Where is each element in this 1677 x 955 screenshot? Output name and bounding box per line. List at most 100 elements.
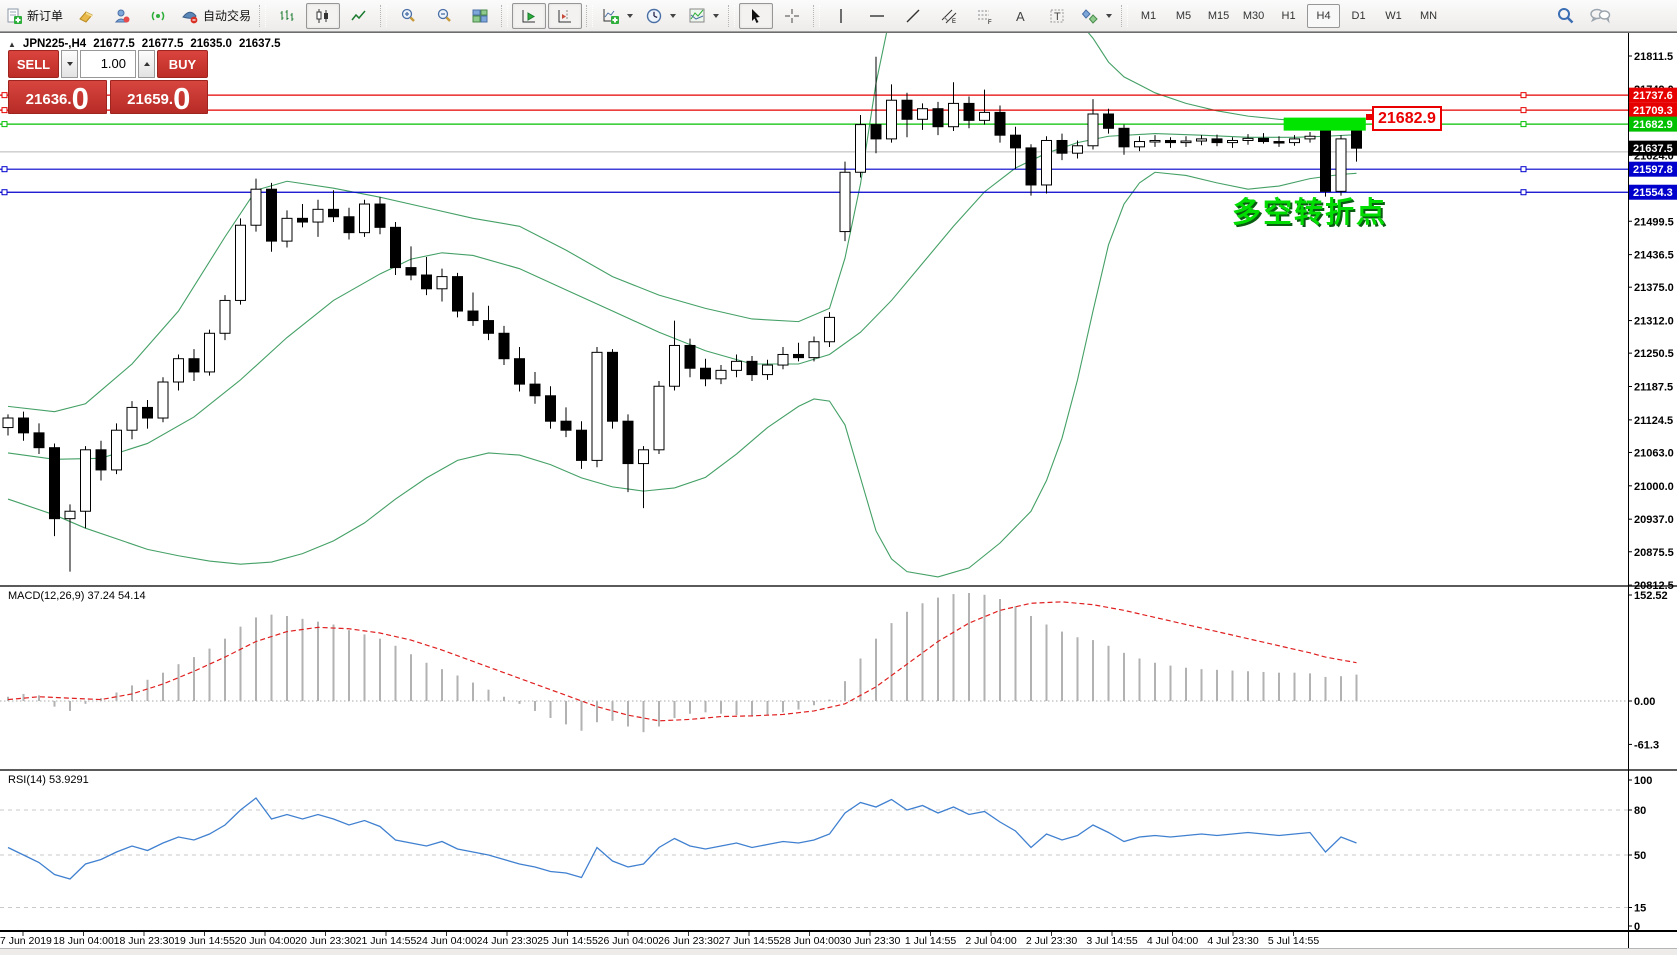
shapes-button[interactable] — [1076, 3, 1117, 29]
profile-icon[interactable] — [105, 3, 139, 29]
hline-handle[interactable] — [1, 121, 8, 128]
hline-handle[interactable] — [1520, 189, 1527, 196]
hline-handle[interactable] — [1, 92, 8, 99]
toolbar-separator — [813, 4, 821, 27]
volume-increase-button[interactable] — [138, 50, 155, 78]
toolbar-right — [1556, 6, 1611, 25]
autotrading-button[interactable]: 自动交易 — [177, 4, 255, 28]
dropdown-caret-icon — [627, 13, 634, 18]
line-chart-icon[interactable] — [342, 3, 376, 29]
buy-price: 21659 — [127, 91, 169, 108]
timeframe-m5[interactable]: M5 — [1175, 9, 1192, 22]
new-order-button[interactable]: 新订单 — [1, 4, 67, 28]
new-order-icon — [5, 7, 23, 25]
timeframe-m1[interactable]: M1 — [1140, 9, 1157, 22]
hline-handle[interactable] — [1520, 121, 1527, 128]
quote-open: 21677.5 — [93, 38, 135, 50]
text-label-icon[interactable]: T — [1040, 3, 1074, 29]
candlestick-chart-icon[interactable] — [306, 2, 341, 29]
hline-handle[interactable] — [1, 189, 8, 196]
horizontal-line-icon[interactable] — [860, 3, 894, 29]
volume-input[interactable]: 1.00 — [80, 50, 136, 78]
axis-tick-label: 20937.0 — [1634, 514, 1674, 526]
toolbar-separator — [1121, 4, 1129, 27]
auto-scroll-icon[interactable] — [512, 2, 547, 29]
macd-panel — [0, 592, 1628, 733]
highlight-zone[interactable] — [1283, 117, 1366, 131]
timeframe-mn[interactable]: MN — [1419, 9, 1438, 22]
bollinger-lower — [7, 171, 1357, 578]
hline-handle[interactable] — [1, 107, 8, 114]
dropdown-caret-icon — [1106, 13, 1113, 18]
time-axis-label: 24 Jun 23:30 — [477, 935, 538, 947]
text-icon[interactable]: A — [1004, 3, 1038, 29]
new-chart-button[interactable] — [597, 3, 638, 29]
toolbar-separator — [728, 4, 736, 27]
time-axis-label: 26 Jun 04:00 — [598, 935, 659, 947]
timeframe-w1[interactable]: W1 — [1385, 9, 1402, 22]
signals-icon[interactable] — [141, 3, 175, 29]
buy-price-box[interactable]: 21659. 0 — [109, 80, 208, 114]
axis-tick-label: 21187.5 — [1634, 382, 1673, 394]
volume-decrease-button[interactable] — [61, 50, 78, 78]
svg-text:21597.8: 21597.8 — [1633, 164, 1673, 176]
svg-text:A: A — [1016, 9, 1025, 24]
crosshair-icon[interactable] — [775, 3, 809, 29]
chart-annotation-text[interactable]: 多空转折点 — [1232, 197, 1388, 229]
trendline-icon[interactable] — [896, 3, 930, 29]
toolbar-separator — [586, 4, 594, 27]
timeframe-d1[interactable]: D1 — [1351, 9, 1366, 22]
price-callout-label[interactable]: 21682.9 — [1372, 106, 1442, 131]
toolbar-separator — [259, 4, 267, 27]
sell-button[interactable]: SELL — [8, 50, 59, 78]
equidistant-channel-icon[interactable]: E — [932, 3, 966, 29]
period-clock-button[interactable] — [640, 3, 681, 29]
timeframe-m30[interactable]: M30 — [1242, 9, 1265, 22]
tile-windows-icon[interactable] — [463, 3, 497, 29]
price-badge — [1629, 116, 1677, 132]
fibonacci-icon[interactable]: F — [968, 3, 1002, 29]
bollinger-middle — [7, 133, 1357, 460]
macd-signal-line — [7, 601, 1357, 722]
time-axis-label: 19 Jun 14:55 — [174, 935, 235, 947]
quote-low: 21635.0 — [190, 38, 232, 50]
sell-price-box[interactable]: 21636. 0 — [8, 80, 107, 114]
indicators-button[interactable] — [683, 3, 724, 29]
timeframe-h1[interactable]: H1 — [1281, 9, 1296, 22]
buy-price-dot: . — [168, 91, 174, 108]
hline-handle[interactable] — [1, 166, 8, 173]
buy-button[interactable]: BUY — [157, 50, 208, 78]
time-axis-label: 27 Jun 14:55 — [719, 935, 780, 947]
time-axis-label: 26 Jun 23:30 — [658, 935, 719, 947]
dropdown-caret-icon — [713, 13, 720, 18]
vertical-line-icon[interactable] — [824, 3, 858, 29]
zoom-in-icon[interactable] — [391, 3, 425, 29]
gold-eraser-icon[interactable] — [69, 3, 103, 29]
timeframe-m15[interactable]: M15 — [1207, 9, 1230, 22]
svg-text:21709.3: 21709.3 — [1633, 105, 1673, 117]
bar-chart-icon[interactable] — [270, 3, 304, 29]
axis-tick-label: 21124.5 — [1634, 415, 1673, 427]
chart-shift-icon[interactable] — [548, 2, 583, 29]
cursor-icon[interactable] — [739, 2, 774, 29]
axis-tick-label: 152.52 — [1634, 590, 1668, 602]
collapse-panel-icon[interactable]: ▲ — [8, 39, 16, 49]
time-axis-label: 1 Jul 14:55 — [905, 935, 957, 947]
quote-high: 21677.5 — [141, 38, 184, 50]
timeframe-h4[interactable]: H4 — [1307, 3, 1341, 28]
search-icon[interactable] — [1556, 6, 1575, 25]
time-axis-label: 18 Jun 04:00 — [53, 935, 114, 947]
chat-icon[interactable] — [1589, 6, 1611, 25]
one-click-trading-panel: SELL 1.00 BUY 21636. 0 21659. 0 — [8, 50, 208, 114]
time-axis-label: 18 Jun 23:30 — [114, 935, 175, 947]
axis-tick-label: 21063.0 — [1634, 447, 1674, 459]
hline-handle[interactable] — [1520, 166, 1527, 173]
axis-tick-label: 80 — [1634, 805, 1646, 817]
svg-text:21682.9: 21682.9 — [1633, 119, 1673, 131]
hline-handle[interactable] — [1520, 92, 1527, 99]
hline-handle[interactable] — [1520, 107, 1527, 114]
zoom-out-icon[interactable] — [427, 3, 461, 29]
axis-tick-label: 50 — [1634, 850, 1646, 862]
